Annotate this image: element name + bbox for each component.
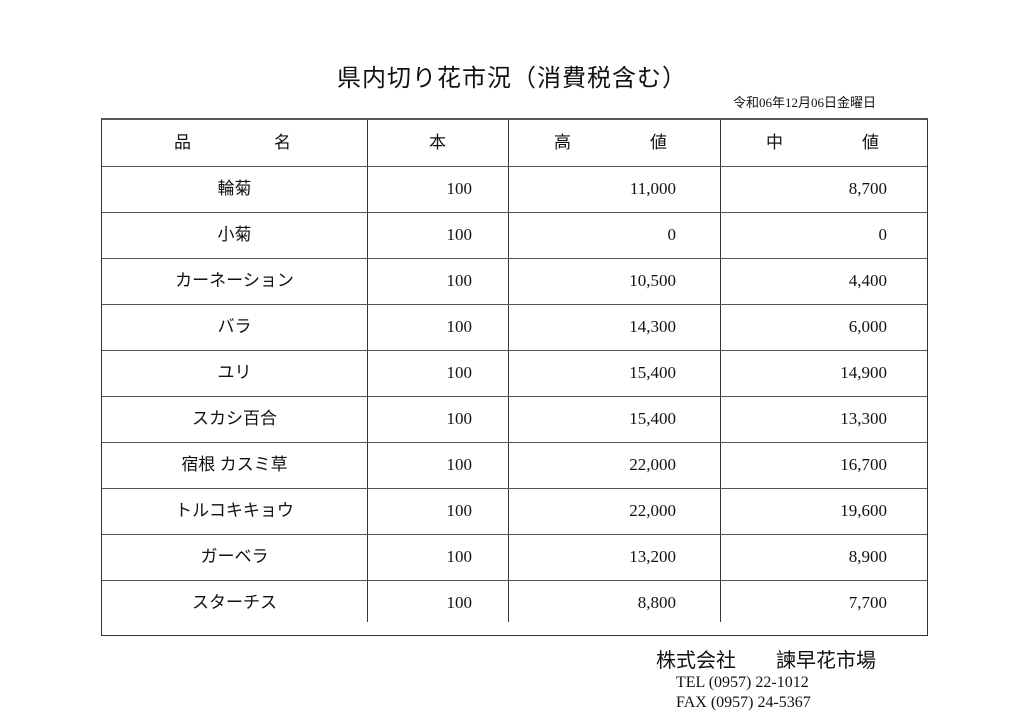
item-high-price: 10,500 — [629, 271, 676, 290]
header-high-2: 値 — [650, 133, 667, 152]
item-high-price: 14,300 — [629, 317, 676, 336]
item-qty: 100 — [446, 225, 473, 244]
item-mid-price: 13,300 — [840, 409, 887, 428]
item-high-price: 15,400 — [629, 409, 676, 428]
item-name: トルコキキョウ — [175, 501, 294, 520]
column-divider — [367, 120, 368, 622]
item-qty: 100 — [446, 409, 473, 428]
item-qty: 100 — [446, 547, 473, 566]
market-price-table: 品 名 本 高 値 中 値 輪菊 100 11,000 8,700 小菊 100 0 0 カーネ… — [101, 118, 928, 636]
header-mid-2: 値 — [862, 133, 879, 152]
item-qty: 100 — [446, 455, 473, 474]
item-qty: 100 — [446, 501, 473, 520]
item-name: スカシ百合 — [192, 409, 277, 428]
item-qty: 100 — [446, 317, 473, 336]
tel-number: TEL (0957) 22-1012 — [676, 674, 809, 691]
table-header-row: 品 名 本 高 値 中 値 — [102, 120, 927, 167]
item-high-price: 8,800 — [637, 593, 676, 612]
item-qty: 100 — [446, 363, 473, 382]
header-qty: 本 — [429, 133, 446, 152]
table-row: 宿根 カスミ草 100 22,000 16,700 — [102, 442, 927, 489]
item-mid-price: 0 — [878, 225, 888, 244]
table-row: 小菊 100 0 0 — [102, 212, 927, 259]
item-qty: 100 — [446, 593, 473, 612]
header-name-1: 品 — [174, 133, 191, 152]
item-qty: 100 — [446, 271, 473, 290]
item-high-price: 15,400 — [629, 363, 676, 382]
table-row: スターチス 100 8,800 7,700 — [102, 580, 927, 626]
item-high-price: 22,000 — [629, 501, 676, 520]
item-name: ガーベラ — [200, 547, 269, 566]
item-high-price: 13,200 — [629, 547, 676, 566]
item-high-price: 11,000 — [629, 179, 676, 198]
item-name: バラ — [217, 317, 252, 336]
item-high-price: 22,000 — [629, 455, 676, 474]
table-row: バラ 100 14,300 6,000 — [102, 304, 927, 351]
table-row: スカシ百合 100 15,400 13,300 — [102, 396, 927, 443]
report-date: 令和06年12月06日金曜日 — [732, 95, 876, 110]
table-row: トルコキキョウ 100 22,000 19,600 — [102, 488, 927, 535]
item-mid-price: 16,700 — [840, 455, 887, 474]
item-mid-price: 19,600 — [840, 501, 887, 520]
item-name: 宿根 カスミ草 — [181, 455, 288, 474]
fax-number: FAX (0957) 24-5367 — [676, 694, 811, 711]
item-high-price: 0 — [667, 225, 677, 244]
table-row: カーネーション 100 10,500 4,400 — [102, 258, 927, 305]
company-name: 株式会社 諫早花市場 — [656, 650, 876, 672]
table-row: ユリ 100 15,400 14,900 — [102, 350, 927, 397]
item-qty: 100 — [446, 179, 473, 198]
item-mid-price: 8,900 — [848, 547, 887, 566]
item-name: カーネーション — [175, 271, 294, 290]
header-mid-1: 中 — [766, 133, 783, 152]
table-row: ガーベラ 100 13,200 8,900 — [102, 534, 927, 581]
header-high-1: 高 — [554, 133, 571, 152]
header-name-2: 名 — [274, 133, 291, 152]
footer: 株式会社 諫早花市場 TEL (0957) 22-1012 FAX (0957)… — [656, 644, 876, 713]
item-mid-price: 6,000 — [848, 317, 887, 336]
table-row: 輪菊 100 11,000 8,700 — [102, 166, 927, 213]
item-name: ユリ — [217, 363, 252, 382]
item-mid-price: 4,400 — [848, 271, 887, 290]
item-name: 小菊 — [217, 225, 252, 244]
item-mid-price: 7,700 — [848, 593, 887, 612]
item-name: スターチス — [192, 593, 277, 612]
item-name: 輪菊 — [217, 179, 252, 198]
item-mid-price: 8,700 — [848, 179, 887, 198]
item-mid-price: 14,900 — [840, 363, 887, 382]
page-title: 県内切り花市況（消費税含む） — [337, 66, 687, 92]
column-divider — [720, 120, 721, 622]
column-divider — [508, 120, 509, 622]
